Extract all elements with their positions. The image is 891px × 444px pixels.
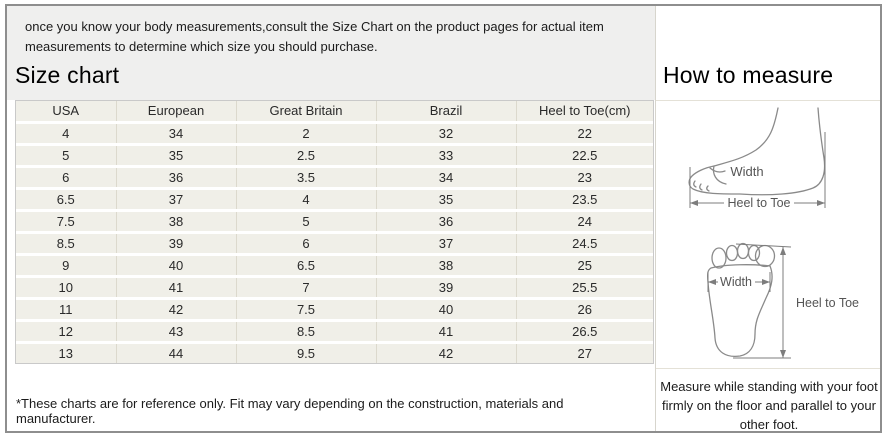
- side-arrowheads: [690, 200, 825, 206]
- table-cell: 13: [16, 342, 117, 363]
- table-row: 9 40 6.5 38 25: [16, 254, 653, 278]
- table-row: 6.5 37 4 35 23.5: [16, 188, 653, 212]
- table-cell: 22: [516, 122, 653, 146]
- horizontal-divider-bottom: [656, 368, 880, 369]
- table-cell: 38: [116, 210, 237, 234]
- table-cell: 34: [376, 166, 517, 190]
- table-cell: 3.5: [236, 166, 377, 190]
- how-to-measure-title: How to measure: [663, 62, 834, 88]
- table-cell: 37: [376, 232, 517, 256]
- footprint-diagram: Width Heel to Toe: [706, 242, 859, 359]
- table-row: 4 34 2 32 22: [16, 122, 653, 146]
- table-cell: 23.5: [516, 188, 653, 212]
- table-cell: 7.5: [16, 210, 117, 234]
- table-cell: 7.5: [236, 298, 377, 322]
- table-row: 11 42 7.5 40 26: [16, 298, 653, 322]
- table-cell: 4: [236, 188, 377, 212]
- column-header: USA: [16, 101, 117, 124]
- table-cell: 34: [116, 122, 237, 146]
- table-cell: 24: [516, 210, 653, 234]
- table-row: 8.5 39 6 37 24.5: [16, 232, 653, 256]
- sole-measure-lines: [707, 243, 792, 359]
- column-header: Great Britain: [236, 101, 377, 124]
- table-row: 10 41 7 39 25.5: [16, 276, 653, 300]
- sole-arrowheads: [708, 247, 786, 358]
- horizontal-divider-top: [656, 100, 880, 101]
- table-cell: 27: [516, 342, 653, 363]
- table-cell: 6.5: [236, 254, 377, 278]
- table-cell: 44: [116, 342, 237, 363]
- table-cell: 26.5: [516, 320, 653, 344]
- table-cell: 36: [116, 166, 237, 190]
- table-header-row: USA European Great Britain Brazil Heel to To…: [16, 101, 653, 124]
- table-cell: 25: [516, 254, 653, 278]
- table-row: 5 35 2.5 33 22.5: [16, 144, 653, 168]
- reference-footnote: *These charts are for reference only. Fi…: [16, 396, 564, 426]
- table-cell: 42: [116, 298, 237, 322]
- side-heel-to-toe-label: Heel to Toe: [727, 196, 790, 210]
- table-cell: 37: [116, 188, 237, 212]
- table-cell: 36: [376, 210, 517, 234]
- table-cell: 41: [376, 320, 517, 344]
- table-cell: 35: [376, 188, 517, 212]
- column-header: European: [116, 101, 237, 124]
- table-cell: 9: [16, 254, 117, 278]
- size-chart-title: Size chart: [15, 62, 120, 88]
- vertical-divider: [655, 6, 656, 431]
- table-cell: 32: [376, 122, 517, 146]
- table-cell: 6.5: [16, 188, 117, 212]
- table-cell: 41: [116, 276, 237, 300]
- page-frame: once you know your body measurements,con…: [5, 4, 882, 433]
- intro-text: once you know your body measurements,con…: [25, 19, 604, 55]
- table-cell: 35: [116, 144, 237, 168]
- table-cell: 7: [236, 276, 377, 300]
- table-cell: 12: [16, 320, 117, 344]
- intro-banner: [7, 6, 655, 100]
- table-cell: 40: [376, 298, 517, 322]
- table-cell: 2: [236, 122, 377, 146]
- table-cell: 5: [16, 144, 117, 168]
- table-cell: 42: [376, 342, 517, 363]
- sole-heel-to-toe-label: Heel to Toe: [796, 296, 859, 310]
- column-header: Heel to Toe(cm): [516, 101, 653, 124]
- table-cell: 39: [376, 276, 517, 300]
- table-cell: 43: [116, 320, 237, 344]
- table-cell: 11: [16, 298, 117, 322]
- column-header: Brazil: [376, 101, 517, 124]
- measure-note: Measure while standing with your foot fi…: [660, 379, 878, 432]
- foot-outline: [688, 107, 826, 196]
- foot-side-view-diagram: Width Heel to Toe: [688, 107, 826, 210]
- table-cell: 9.5: [236, 342, 377, 363]
- table-cell: 39: [116, 232, 237, 256]
- table-cell: 8.5: [236, 320, 377, 344]
- sole-width-label: Width: [720, 275, 752, 289]
- side-width-label: Width: [730, 164, 763, 179]
- table-cell: 33: [376, 144, 517, 168]
- table-row: 7.5 38 5 36 24: [16, 210, 653, 234]
- table-cell: 24.5: [516, 232, 653, 256]
- table-cell: 38: [376, 254, 517, 278]
- table-row: 12 43 8.5 41 26.5: [16, 320, 653, 344]
- table-cell: 4: [16, 122, 117, 146]
- size-chart-table: USA European Great Britain Brazil Heel to To…: [15, 100, 654, 364]
- table-cell: 8.5: [16, 232, 117, 256]
- table-cell: 22.5: [516, 144, 653, 168]
- table-row: 6 36 3.5 34 23: [16, 166, 653, 190]
- table-cell: 26: [516, 298, 653, 322]
- table-cell: 6: [236, 232, 377, 256]
- sole-outline: [706, 242, 776, 358]
- table-cell: 23: [516, 166, 653, 190]
- table-cell: 2.5: [236, 144, 377, 168]
- table-row: 13 44 9.5 42 27: [16, 342, 653, 363]
- table-cell: 40: [116, 254, 237, 278]
- table-cell: 10: [16, 276, 117, 300]
- table-cell: 5: [236, 210, 377, 234]
- table-cell: 25.5: [516, 276, 653, 300]
- table-cell: 6: [16, 166, 117, 190]
